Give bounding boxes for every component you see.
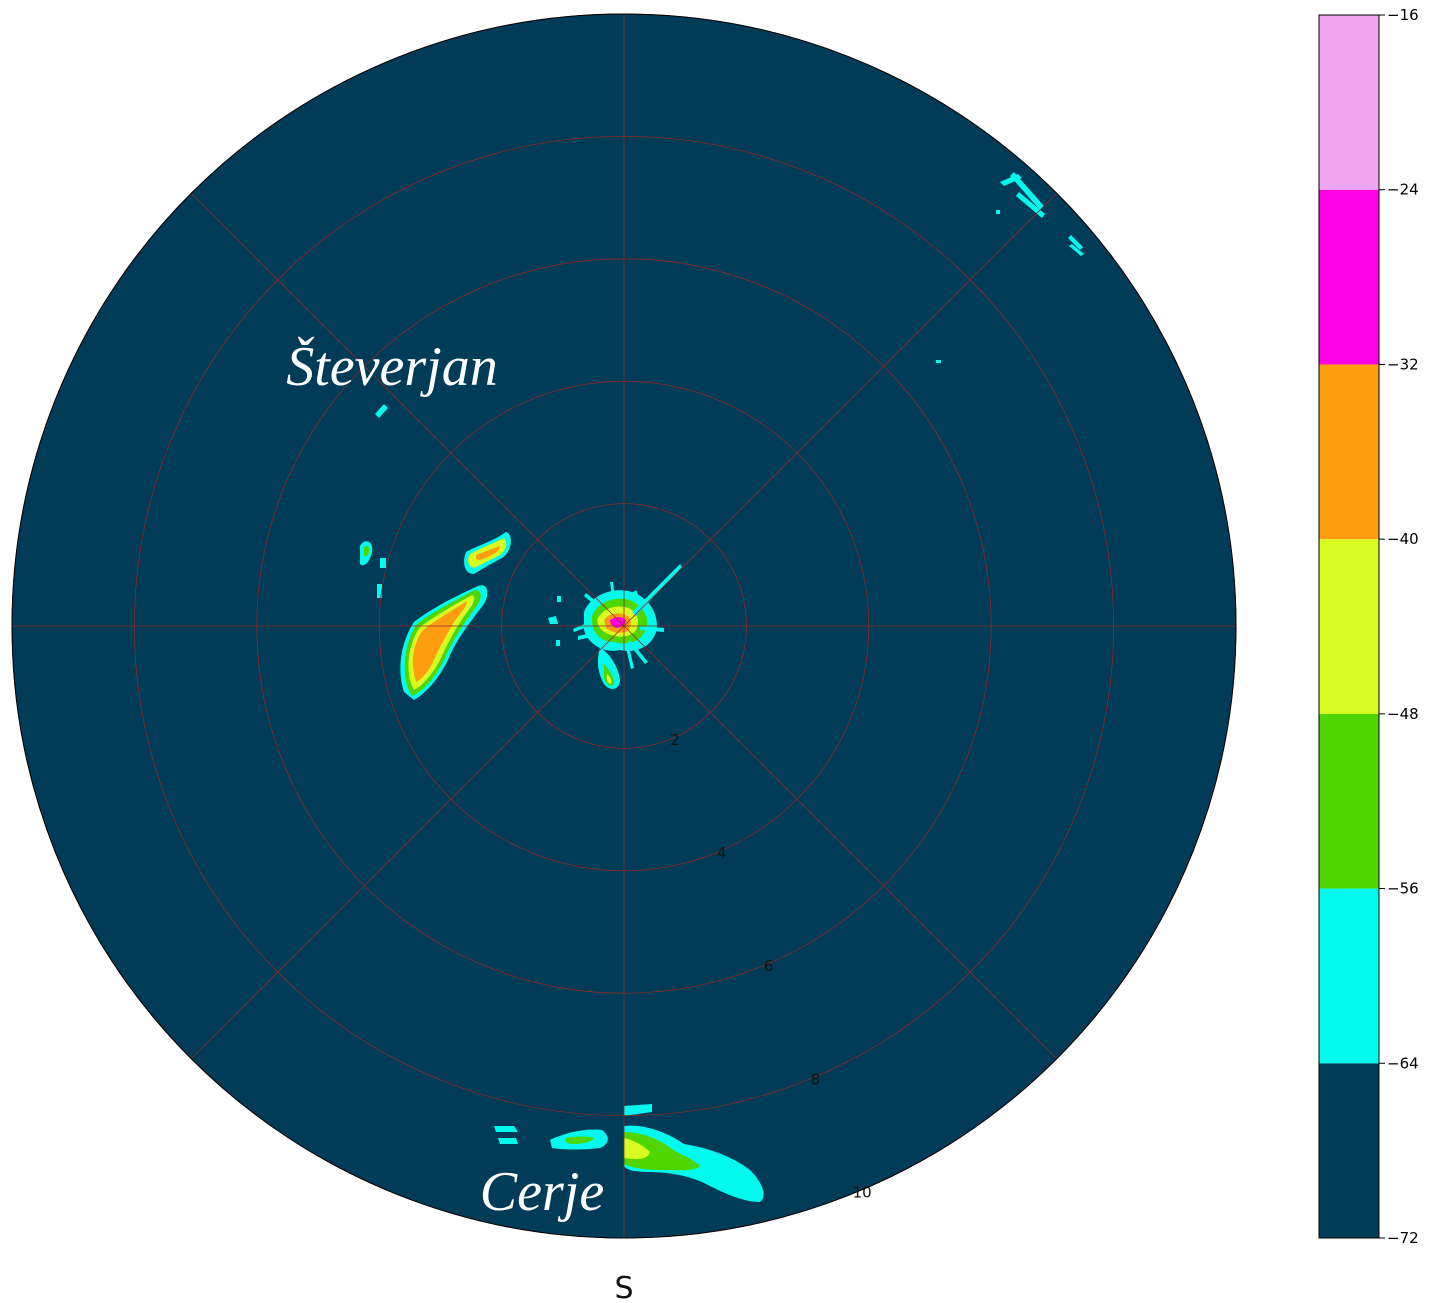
colorbar-band-5 [1319,189,1379,365]
place-label-cerje: Cerje [480,1161,604,1223]
colorbar-tick-label: −32 [1387,355,1419,373]
colorbar-tick-label: −56 [1387,880,1419,898]
range-label-8: 8 [811,1070,821,1088]
range-label-2: 2 [670,731,680,749]
colorbar-tick-label: −64 [1387,1054,1419,1072]
colorbar-band-0 [1319,1063,1379,1238]
azimuth-label-south: S [614,1271,633,1303]
colorbar-tick-label: −16 [1387,6,1419,24]
colorbar-tick-label: −48 [1387,705,1419,723]
echo-northeast-streaks [936,172,1084,363]
polar-grid [11,13,1237,1239]
disc-outline [11,13,1237,1239]
azimuth-spoke-135 [623,625,1058,1060]
azimuth-spoke-45 [623,192,1058,627]
echo-central-clutter [548,564,682,689]
echo-cerje [494,1104,764,1202]
place-label-steverjan: Števerjan [286,335,497,398]
colorbar-band-2 [1319,713,1379,889]
colorbar-tick-label: −24 [1387,181,1419,199]
colorbar-band-6 [1319,15,1379,190]
colorbar-band-3 [1319,539,1379,714]
range-label-4: 4 [717,844,727,862]
azimuth-spoke-225 [190,625,625,1060]
colorbar-band-1 [1319,888,1379,1064]
colorbar-band-4 [1319,364,1379,540]
colorbar: −16 −24 −32 −40 −48 −56 −64 −72 [1318,6,1419,1247]
colorbar-frame [1318,14,1380,1239]
colorbar-tick-label: −40 [1387,530,1419,548]
range-label-6: 6 [764,957,774,975]
colorbar-tick-label: −72 [1387,1229,1419,1247]
azimuth-spoke-315 [190,192,625,627]
echo-layer [360,172,1084,1202]
echo-steverjan [360,404,511,700]
